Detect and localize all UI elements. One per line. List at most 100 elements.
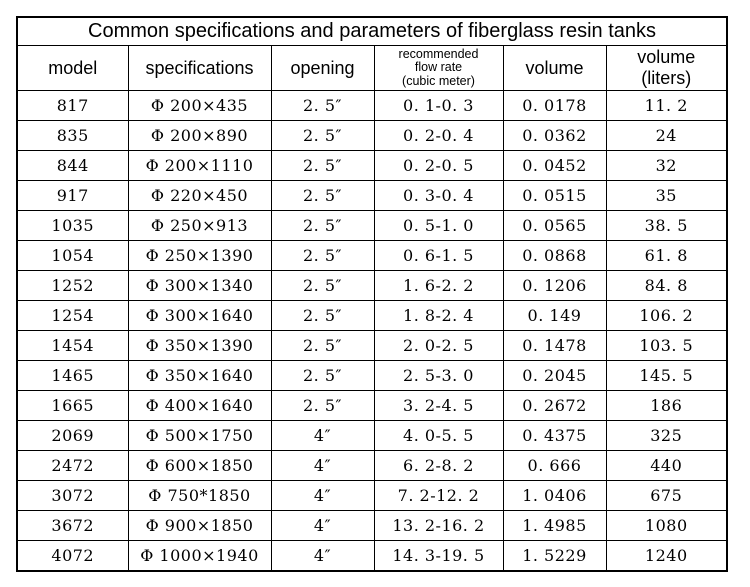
table-cell: 24: [605, 120, 728, 151]
table-row: 1254 Φ 300×1640 2. 5″ 1. 8-2. 4 0. 149 106. 2: [16, 300, 728, 331]
table-cell: 0. 5-1. 0: [373, 210, 504, 241]
table-cell: 1080: [605, 510, 728, 541]
table-cell: 2. 5″: [270, 390, 375, 421]
table-cell: 440: [605, 450, 728, 481]
table-cell: 844: [16, 150, 129, 181]
table-cell: 817: [16, 90, 129, 121]
header-model: model: [16, 45, 129, 91]
table-cell: 4″: [270, 450, 375, 481]
table-cell: 1252: [16, 270, 129, 301]
table-row: 817 Φ 200×435 2. 5″ 0. 1-0. 3 0. 0178 11. 2: [16, 90, 728, 121]
table-cell: 4072: [16, 540, 129, 572]
table-cell: 917: [16, 180, 129, 211]
table-cell: 1465: [16, 360, 129, 391]
table-cell: 2069: [16, 420, 129, 451]
table-row: 2472 Φ 600×1850 4″ 6. 2-8. 2 0. 666 440: [16, 450, 728, 481]
table-cell: 3072: [16, 480, 129, 511]
table-cell: 1. 5229: [502, 540, 607, 572]
table-cell: 0. 0452: [502, 150, 607, 181]
table-cell: 2. 5″: [270, 270, 375, 301]
table-cell: 2. 5″: [270, 360, 375, 391]
table-cell: Φ 200×1110: [127, 150, 272, 181]
table-cell: 186: [605, 390, 728, 421]
table-cell: Φ 250×1390: [127, 240, 272, 271]
table-cell: 4″: [270, 540, 375, 572]
table-cell: 2. 5″: [270, 240, 375, 271]
table-cell: 7. 2-12. 2: [373, 480, 504, 511]
table-cell: Φ 600×1850: [127, 450, 272, 481]
table-cell: 1. 0406: [502, 480, 607, 511]
table-cell: 1. 8-2. 4: [373, 300, 504, 331]
spec-table: Common specifications and parameters of …: [16, 16, 729, 572]
table-row: 1054 Φ 250×1390 2. 5″ 0. 6-1. 5 0. 0868 61. 8: [16, 240, 728, 271]
table-cell: 4″: [270, 420, 375, 451]
table-cell: 103. 5: [605, 330, 728, 361]
table-cell: 1454: [16, 330, 129, 361]
table-cell: Φ 250×913: [127, 210, 272, 241]
title-row: Common specifications and parameters of …: [16, 16, 728, 46]
table-cell: Φ 300×1640: [127, 300, 272, 331]
header-specifications: specifications: [127, 45, 272, 91]
table-row: 3672 Φ 900×1850 4″ 13. 2-16. 2 1. 4985 1080: [16, 510, 728, 541]
table-cell: 106. 2: [605, 300, 728, 331]
table-cell: 0. 4375: [502, 420, 607, 451]
table-cell: 4″: [270, 510, 375, 541]
table-cell: 2. 0-2. 5: [373, 330, 504, 361]
table-body: 817 Φ 200×435 2. 5″ 0. 1-0. 3 0. 0178 11. 2 83…: [16, 90, 728, 572]
table-row: 917 Φ 220×450 2. 5″ 0. 3-0. 4 0. 0515 35: [16, 180, 728, 211]
table-cell: 675: [605, 480, 728, 511]
table-cell: Φ 900×1850: [127, 510, 272, 541]
table-cell: 14. 3-19. 5: [373, 540, 504, 572]
table-cell: 0. 666: [502, 450, 607, 481]
table-cell: 0. 2672: [502, 390, 607, 421]
table-row: 835 Φ 200×890 2. 5″ 0. 2-0. 4 0. 0362 24: [16, 120, 728, 151]
header-volume: volume: [502, 45, 607, 91]
table-cell: 2. 5″: [270, 150, 375, 181]
table-cell: Φ 350×1390: [127, 330, 272, 361]
table-cell: 1240: [605, 540, 728, 572]
header-row: model specifications opening recommended…: [16, 45, 728, 91]
table-cell: Φ 750*1850: [127, 480, 272, 511]
table-cell: 1665: [16, 390, 129, 421]
table-cell: 2. 5″: [270, 210, 375, 241]
table-cell: 0. 2-0. 5: [373, 150, 504, 181]
table-cell: 0. 6-1. 5: [373, 240, 504, 271]
table-cell: 0. 0178: [502, 90, 607, 121]
table-cell: 3672: [16, 510, 129, 541]
table-cell: 1035: [16, 210, 129, 241]
table-cell: Φ 200×435: [127, 90, 272, 121]
table-cell: 2. 5-3. 0: [373, 360, 504, 391]
table-cell: 11. 2: [605, 90, 728, 121]
table-row: 1252 Φ 300×1340 2. 5″ 1. 6-2. 2 0. 1206 84. 8: [16, 270, 728, 301]
table-cell: 38. 5: [605, 210, 728, 241]
table-row: 1665 Φ 400×1640 2. 5″ 3. 2-4. 5 0. 2672 186: [16, 390, 728, 421]
table-cell: 0. 1206: [502, 270, 607, 301]
table-row: 1465 Φ 350×1640 2. 5″ 2. 5-3. 0 0. 2045 145. …: [16, 360, 728, 391]
table-row: 844 Φ 200×1110 2. 5″ 0. 2-0. 5 0. 0452 32: [16, 150, 728, 181]
table-cell: 2. 5″: [270, 330, 375, 361]
table-cell: Φ 400×1640: [127, 390, 272, 421]
table-cell: 32: [605, 150, 728, 181]
table-cell: 0. 2045: [502, 360, 607, 391]
table-row: 2069 Φ 500×1750 4″ 4. 0-5. 5 0. 4375 325: [16, 420, 728, 451]
table-cell: 3. 2-4. 5: [373, 390, 504, 421]
table-cell: 0. 149: [502, 300, 607, 331]
table-cell: 0. 3-0. 4: [373, 180, 504, 211]
table-row: 3072 Φ 750*1850 4″ 7. 2-12. 2 1. 0406 675: [16, 480, 728, 511]
table-cell: 0. 1478: [502, 330, 607, 361]
table-cell: Φ 300×1340: [127, 270, 272, 301]
table-cell: 4″: [270, 480, 375, 511]
table-cell: Φ 220×450: [127, 180, 272, 211]
table-row: 4072 Φ 1000×1940 4″ 14. 3-19. 5 1. 5229 1240: [16, 540, 728, 572]
table-cell: 0. 0362: [502, 120, 607, 151]
table-cell: 1254: [16, 300, 129, 331]
table-cell: 2472: [16, 450, 129, 481]
table-title: Common specifications and parameters of …: [16, 16, 728, 46]
table-cell: 2. 5″: [270, 90, 375, 121]
table-cell: 35: [605, 180, 728, 211]
table-cell: 2. 5″: [270, 120, 375, 151]
table-cell: 6. 2-8. 2: [373, 450, 504, 481]
table-cell: 1054: [16, 240, 129, 271]
table-cell: 0. 2-0. 4: [373, 120, 504, 151]
table-cell: 145. 5: [605, 360, 728, 391]
